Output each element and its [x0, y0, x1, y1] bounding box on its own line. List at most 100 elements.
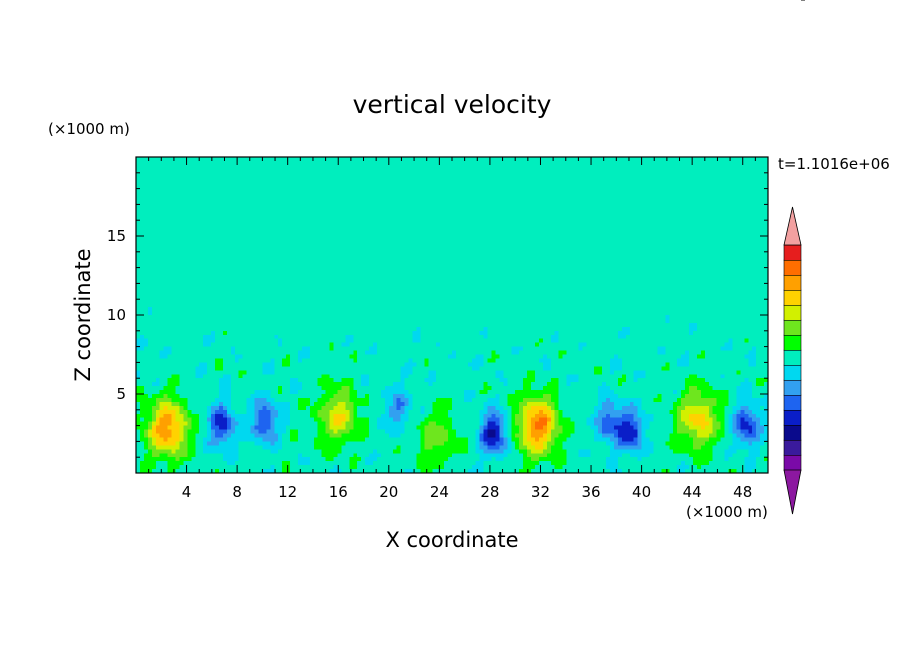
field-cell: [708, 251, 714, 257]
field-cell: [653, 263, 658, 269]
field-cell: [527, 216, 532, 221]
field-cell: [234, 279, 240, 284]
field-cell: [649, 164, 654, 170]
field-cell: [700, 204, 706, 209]
field-cell: [309, 239, 315, 245]
field-cell: [523, 188, 528, 194]
field-cell: [195, 157, 200, 162]
field-cell: [538, 188, 544, 194]
field-cell: [455, 251, 461, 257]
field-cell: [700, 236, 706, 241]
field-cell: [511, 196, 516, 201]
field-cell: [637, 196, 643, 201]
field-cell: [527, 224, 532, 229]
field-cell: [649, 176, 654, 182]
field-cell: [546, 168, 552, 174]
field-cell: [641, 239, 647, 245]
field-cell: [305, 224, 311, 229]
field-cell: [270, 271, 275, 276]
field-cell: [598, 251, 603, 257]
field-cell: [700, 184, 706, 190]
field-cell: [661, 259, 666, 265]
field-cell: [499, 200, 504, 205]
field-cell: [507, 263, 512, 269]
field-cell: [625, 251, 631, 257]
field-cell: [226, 228, 232, 233]
field-cell: [444, 208, 449, 213]
field-cell: [349, 212, 354, 217]
field-cell: [594, 224, 599, 229]
field-cell: [455, 200, 461, 205]
field-cell: [483, 172, 489, 178]
field-cell: [669, 232, 674, 237]
field-cell: [242, 164, 248, 170]
field-cell: [594, 275, 599, 280]
field-cell: [594, 247, 599, 253]
field-cell: [681, 204, 686, 209]
field-cell: [665, 172, 670, 178]
field-cell: [708, 228, 714, 233]
field-cell: [191, 200, 196, 205]
field-cell: [613, 200, 619, 205]
field-cell: [136, 239, 141, 245]
field-cell: [349, 259, 354, 265]
field-cell: [369, 251, 374, 257]
field-cell: [175, 263, 180, 269]
field-cell: [404, 157, 410, 162]
field-cell: [720, 196, 726, 201]
field-cell: [151, 271, 157, 276]
time-label: t=1.1016e+06: [778, 155, 890, 173]
field-cell: [432, 192, 437, 197]
field-cell: [602, 196, 607, 201]
field-cell: [384, 255, 390, 261]
field-cell: [388, 228, 394, 233]
field-cell: [262, 204, 267, 209]
field-cell: [246, 168, 252, 174]
field-cell: [657, 208, 662, 213]
field-cell: [692, 271, 698, 276]
field-cell: [234, 164, 240, 170]
field-cell: [677, 212, 682, 217]
field-cell: [396, 164, 402, 170]
field-cell: [527, 251, 532, 257]
field-cell: [183, 232, 188, 237]
field-cell: [499, 172, 504, 178]
field-cell: [677, 224, 682, 229]
field-cell: [226, 157, 232, 162]
field-cell: [294, 259, 299, 265]
field-cell: [297, 200, 303, 205]
field-cell: [341, 259, 346, 265]
field-cell: [598, 160, 603, 166]
field-cell: [171, 184, 176, 190]
field-cell: [440, 184, 445, 190]
field-cell: [606, 220, 611, 225]
field-cell: [218, 279, 224, 284]
field-cell: [645, 251, 650, 257]
field-cell: [155, 208, 161, 213]
field-cell: [712, 172, 718, 178]
field-cell: [720, 212, 726, 217]
field-cell: [542, 208, 548, 213]
field-cell: [566, 232, 571, 237]
field-cell: [380, 212, 386, 217]
field-cell: [388, 192, 394, 197]
field-cell: [625, 192, 631, 197]
field-cell: [459, 275, 465, 280]
field-cell: [661, 275, 666, 280]
field-cell: [550, 247, 556, 253]
field-cell: [527, 239, 532, 245]
field-cell: [574, 247, 579, 253]
field-cell: [203, 271, 208, 276]
field-cell: [159, 200, 165, 205]
field-cell: [479, 239, 485, 245]
field-cell: [270, 232, 275, 237]
field-cell: [136, 267, 141, 273]
field-cell: [546, 176, 552, 182]
field-cell: [455, 204, 461, 209]
field-cell: [175, 204, 180, 209]
field-cell: [704, 232, 710, 237]
field-cell: [578, 204, 583, 209]
field-cell: [222, 224, 228, 229]
field-cell: [704, 228, 710, 233]
field-cell: [309, 184, 315, 190]
